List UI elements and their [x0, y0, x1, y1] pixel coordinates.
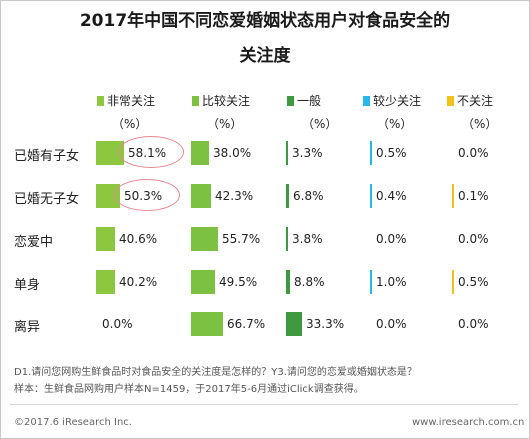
data-label: 0.0%	[376, 232, 407, 246]
legend-item-2: 比较关注	[192, 94, 250, 108]
legend-label: 一般	[297, 94, 322, 108]
data-label: 40.6%	[119, 232, 158, 246]
highlight-ring	[114, 179, 180, 211]
data-label: 40.2%	[119, 275, 158, 289]
data-label: 0.4%	[376, 189, 407, 203]
data-label: 0.0%	[458, 232, 489, 246]
highlight-ring	[118, 136, 184, 168]
footer-divider	[10, 404, 518, 405]
legend-label: 不关注	[457, 94, 494, 108]
legend-unit: （%）	[302, 117, 338, 131]
bar	[96, 270, 115, 294]
chart-title-line1: 2017年中国不同恋爱婚姻状态用户对食品安全的	[79, 11, 451, 31]
bar	[191, 184, 211, 208]
data-label: 38.0%	[213, 146, 252, 160]
data-label: 0.0%	[376, 317, 407, 331]
legend-item-4: 较少关注	[363, 94, 421, 108]
legend-unit: （%）	[462, 117, 498, 131]
legend-item-3: 一般	[287, 94, 321, 108]
data-label: 3.8%	[292, 232, 323, 246]
legend-label: 较少关注	[373, 94, 422, 108]
bar	[286, 312, 302, 336]
data-label: 0.0%	[458, 317, 489, 331]
data-label: 1.0%	[376, 275, 407, 289]
bar	[191, 227, 218, 251]
data-label: 3.3%	[292, 146, 323, 160]
bar	[286, 227, 288, 251]
bar	[191, 270, 215, 294]
legend-unit: （%）	[112, 117, 148, 131]
category-label: 恋爱中	[14, 235, 54, 250]
data-label: 42.3%	[215, 189, 254, 203]
legend-label: 非常关注	[107, 94, 156, 108]
bar	[370, 270, 372, 294]
legend-unit: （%）	[377, 117, 413, 131]
bar	[96, 227, 115, 251]
legend-item-1: 非常关注	[97, 94, 155, 108]
footer-website: www.iresearch.com.cn	[412, 417, 525, 428]
legend-swatch	[192, 96, 199, 106]
bar	[452, 184, 454, 208]
category-label: 单身	[14, 278, 41, 293]
legend-swatch	[363, 96, 370, 106]
bar	[191, 312, 223, 336]
data-label: 8.8%	[294, 275, 325, 289]
survey-question-note: D1.请问您网购生鲜食品时对食品安全的关注度是怎样的？Y3.请问您的恋爱或婚姻状…	[14, 367, 417, 378]
data-label: 66.7%	[227, 317, 266, 331]
bar	[452, 270, 454, 294]
bar	[191, 141, 209, 165]
bar	[370, 141, 372, 165]
legend-item-5: 不关注	[447, 94, 493, 108]
legend-label: 比较关注	[202, 94, 251, 108]
chart-title-line2: 关注度	[239, 46, 291, 66]
legend-unit: （%）	[207, 117, 243, 131]
data-label: 0.0%	[102, 317, 133, 331]
category-label: 已婚有子女	[14, 149, 80, 164]
data-label: 0.0%	[458, 146, 489, 160]
data-label: 0.5%	[376, 146, 407, 160]
legend-swatch	[287, 96, 294, 106]
footer-copyright: ©2017.6 iResearch Inc.	[14, 417, 132, 428]
legend-swatch	[97, 96, 104, 106]
data-label: 55.7%	[222, 232, 261, 246]
bar	[286, 141, 288, 165]
category-label: 离异	[14, 320, 41, 335]
data-label: 0.5%	[458, 275, 489, 289]
bar	[286, 184, 289, 208]
category-label: 已婚无子女	[14, 192, 80, 207]
data-label: 49.5%	[219, 275, 258, 289]
bar	[286, 270, 290, 294]
bar	[370, 184, 372, 208]
legend-swatch	[447, 96, 454, 106]
sample-note: 样本：生鲜食品网购用户样本N=1459，于2017年5-6月通过iClick调查…	[14, 384, 364, 395]
data-label: 33.3%	[306, 317, 345, 331]
data-label: 0.1%	[458, 189, 489, 203]
data-label: 6.8%	[293, 189, 324, 203]
